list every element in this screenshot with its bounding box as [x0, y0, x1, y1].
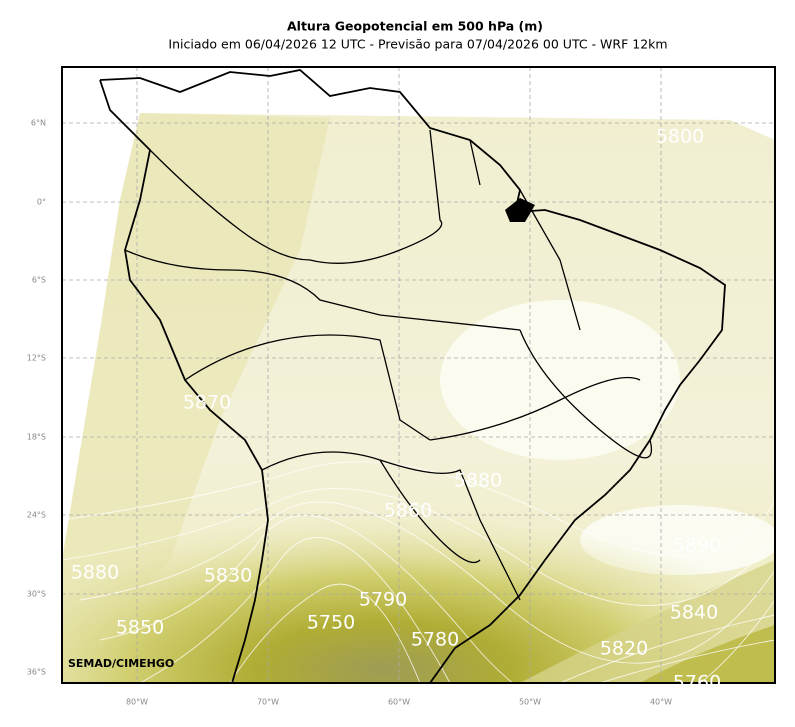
borders: [124, 129, 652, 601]
title: Altura Geopotencial em 500 hPa (m): [287, 19, 543, 34]
lat-label: 6°N: [31, 119, 46, 128]
map-frame: [61, 66, 776, 684]
grid: [62, 67, 775, 683]
contour-label: 5870: [183, 392, 231, 414]
coastline: [99, 69, 726, 683]
lat-label: 36°S: [27, 668, 46, 677]
lon-label: 70°W: [257, 698, 279, 707]
subtitle: Iniciado em 06/04/2026 12 UTC - Previsão…: [168, 37, 667, 52]
labels: 6°N 0° 6°S 12°S 18°S 24°S 30°S 36°S 80°W 70°W 60°W…: [27, 119, 721, 707]
lon-label: 80°W: [126, 698, 148, 707]
lat-label: 6°S: [32, 276, 46, 285]
lat-label: 30°S: [27, 590, 46, 599]
lat-label: 12°S: [27, 354, 46, 363]
lon-label: 40°W: [650, 698, 672, 707]
map-area: [62, 67, 775, 683]
contour-label: 5880: [71, 562, 119, 584]
contour-label: 5890: [673, 535, 721, 557]
contour-label: 5800: [656, 126, 704, 148]
lon-label: 60°W: [388, 698, 410, 707]
isolines: [62, 461, 775, 683]
island: [505, 198, 535, 222]
credit: SEMAD/CIMEHGO: [68, 657, 174, 670]
contour-label: 5750: [307, 612, 355, 634]
contour-label: 5880: [454, 470, 502, 492]
contour-label: 5760: [673, 672, 721, 694]
contour-label: 5850: [116, 617, 164, 639]
contour-label: 5860: [384, 500, 432, 522]
lat-label: 24°S: [27, 511, 46, 520]
lat-label: 18°S: [27, 433, 46, 442]
contour-label: 5790: [359, 589, 407, 611]
lat-label: 0°: [37, 198, 46, 207]
contour-label: 5840: [670, 602, 718, 624]
contour-label: 5820: [600, 638, 648, 660]
contour-label: 5780: [411, 629, 459, 651]
contour-label: 5830: [204, 565, 252, 587]
lon-label: 50°W: [519, 698, 541, 707]
